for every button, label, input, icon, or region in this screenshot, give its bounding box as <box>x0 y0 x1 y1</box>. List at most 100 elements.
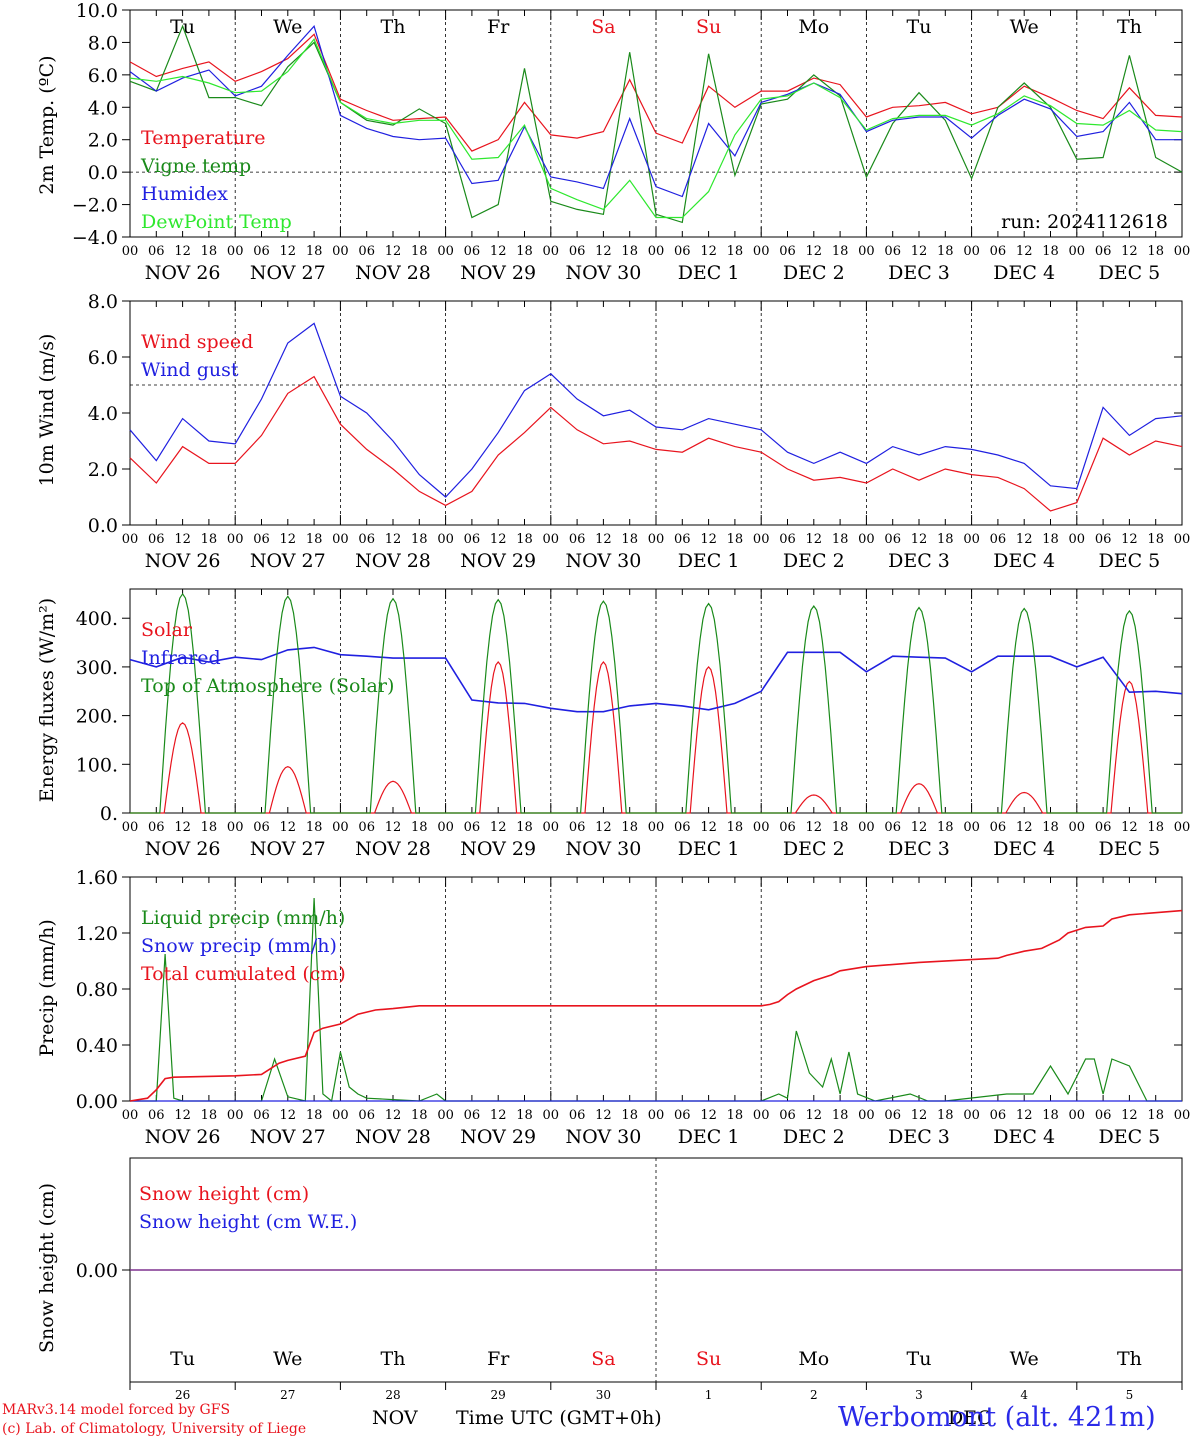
hour-tick-label: 00 <box>227 1108 244 1123</box>
hour-tick-label: 12 <box>700 244 717 259</box>
hour-tick-label: 18 <box>201 244 218 259</box>
hour-tick-label: 00 <box>227 532 244 547</box>
y-tick-label: 0.00 <box>76 1091 118 1113</box>
hour-tick-label: 00 <box>858 532 875 547</box>
hour-tick-label: 00 <box>858 244 875 259</box>
hour-tick-label: 06 <box>1095 1108 1112 1123</box>
hour-tick-label: 12 <box>911 1108 928 1123</box>
weekday-label: Tu <box>907 16 932 38</box>
hour-tick-label: 12 <box>490 820 507 835</box>
y-tick-label: −4.0 <box>72 227 118 249</box>
hour-tick-label: 18 <box>306 1108 323 1123</box>
date-label: NOV 28 <box>355 262 431 284</box>
hour-tick-label: 18 <box>727 1108 744 1123</box>
hour-tick-label: 00 <box>332 820 349 835</box>
hour-tick-label: 00 <box>543 1108 560 1123</box>
hour-tick-label: 00 <box>332 1108 349 1123</box>
hour-tick-label: 12 <box>1016 532 1033 547</box>
hour-tick-label: 12 <box>595 1108 612 1123</box>
legend-vigne-temp: Vigne temp <box>140 155 251 177</box>
precip-panel: 1.60 1.20 0.80 0.40 0.00 00 06 12 18 00 06 12 18 00 06… <box>76 867 1191 1148</box>
hour-tick-label: 18 <box>1042 532 1059 547</box>
y-tick-label: 0.0 <box>88 515 118 537</box>
weekday-label: We <box>273 16 302 38</box>
month-label-nov: NOV <box>372 1407 418 1429</box>
hour-tick-label: 12 <box>385 1108 402 1123</box>
weekday-label: Sa <box>591 1348 615 1370</box>
hour-tick-label: 18 <box>516 1108 533 1123</box>
date-label: NOV 29 <box>460 550 536 572</box>
hour-tick-label: 00 <box>227 820 244 835</box>
hour-tick-label: 12 <box>806 1108 823 1123</box>
ylabel-snow: Snow height (cm) <box>36 1183 58 1353</box>
hour-tick-label: 18 <box>937 820 954 835</box>
hour-tick-label: 00 <box>1174 1108 1191 1123</box>
date-label: NOV 26 <box>145 1126 221 1148</box>
hour-tick-label: 00 <box>1069 820 1086 835</box>
hour-tick-label: 18 <box>306 532 323 547</box>
series-line-infrared <box>129 646 1183 713</box>
hour-tick-label: 12 <box>1121 820 1138 835</box>
date-label: NOV 30 <box>565 262 641 284</box>
date-label: DEC 3 <box>888 1126 950 1148</box>
hour-tick-label: 06 <box>884 1108 901 1123</box>
legend-humidex: Humidex <box>141 183 228 205</box>
hour-tick-label: 06 <box>569 1108 586 1123</box>
legend-snow-precip: Snow precip (mm/h) <box>141 935 337 957</box>
hour-tick-label: 00 <box>1174 244 1191 259</box>
ylabel-temperature: 2m Temp. (ºC) <box>36 55 58 194</box>
day-number-label: 28 <box>385 1388 400 1402</box>
hour-tick-label: 12 <box>911 244 928 259</box>
hour-tick-label: 18 <box>937 1108 954 1123</box>
hour-tick-label: 12 <box>1121 532 1138 547</box>
series-line-wind-speed <box>129 375 1183 512</box>
credit-line-1: MARv3.14 model forced by GFS <box>2 1402 230 1418</box>
hour-tick-label: 12 <box>385 820 402 835</box>
hour-tick-label: 12 <box>174 532 191 547</box>
series-line-humidex <box>129 25 1182 198</box>
hour-tick-label: 06 <box>358 532 375 547</box>
hour-tick-label: 18 <box>621 244 638 259</box>
day-number-label: 29 <box>491 1388 506 1402</box>
date-label: NOV 30 <box>565 1126 641 1148</box>
hour-tick-label: 18 <box>306 820 323 835</box>
weekday-label: Su <box>696 1348 721 1370</box>
hour-tick-label: 00 <box>1174 820 1191 835</box>
hour-tick-label: 12 <box>1121 1108 1138 1123</box>
hour-tick-label: 18 <box>201 820 218 835</box>
day-number-label: 27 <box>280 1388 295 1402</box>
hour-tick-label: 18 <box>201 532 218 547</box>
hour-tick-label: 00 <box>122 820 139 835</box>
hour-tick-label: 12 <box>280 1108 297 1123</box>
day-number-label: 2 <box>810 1388 818 1402</box>
hour-tick-label: 18 <box>1042 820 1059 835</box>
hour-tick-label: 06 <box>464 244 481 259</box>
legend-wind-speed: Wind speed <box>141 331 253 353</box>
hour-tick-label: 18 <box>1042 244 1059 259</box>
hour-tick-label: 12 <box>700 532 717 547</box>
series-line-wind-gust <box>129 322 1183 498</box>
y-tick-label: −2.0 <box>72 195 118 217</box>
hour-tick-label: 00 <box>543 532 560 547</box>
hour-tick-label: 18 <box>832 244 849 259</box>
hour-tick-label: 06 <box>779 532 796 547</box>
y-tick-label: 0. <box>100 803 118 825</box>
run-label: run: 2024112618 <box>1001 211 1168 233</box>
hour-tick-label: 18 <box>1042 1108 1059 1123</box>
y-tick-label: 1.20 <box>76 923 118 945</box>
hour-tick-label: 00 <box>963 244 980 259</box>
hour-tick-label: 12 <box>385 244 402 259</box>
y-tick-label: 2.0 <box>88 459 118 481</box>
wind-panel: 8.0 6.0 4.0 2.0 0.0 00 06 12 18 00 06 12 18 00 06 12 18 0… <box>88 291 1190 572</box>
hour-tick-label: 12 <box>911 820 928 835</box>
hour-tick-label: 00 <box>648 244 665 259</box>
hour-tick-label: 00 <box>437 820 454 835</box>
hour-tick-label: 06 <box>779 1108 796 1123</box>
hour-tick-label: 12 <box>911 532 928 547</box>
hour-tick-label: 06 <box>148 532 165 547</box>
date-label: NOV 30 <box>565 550 641 572</box>
hour-tick-label: 18 <box>832 1108 849 1123</box>
legend-wind-gust: Wind gust <box>141 359 239 381</box>
hour-tick-label: 00 <box>332 532 349 547</box>
y-tick-label: 1.60 <box>76 867 118 889</box>
